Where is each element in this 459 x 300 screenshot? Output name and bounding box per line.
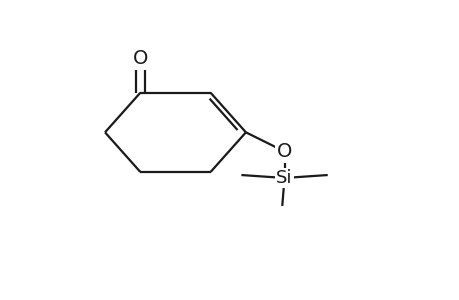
Text: O: O	[132, 50, 148, 68]
Text: Si: Si	[276, 169, 292, 187]
Text: O: O	[276, 142, 291, 161]
